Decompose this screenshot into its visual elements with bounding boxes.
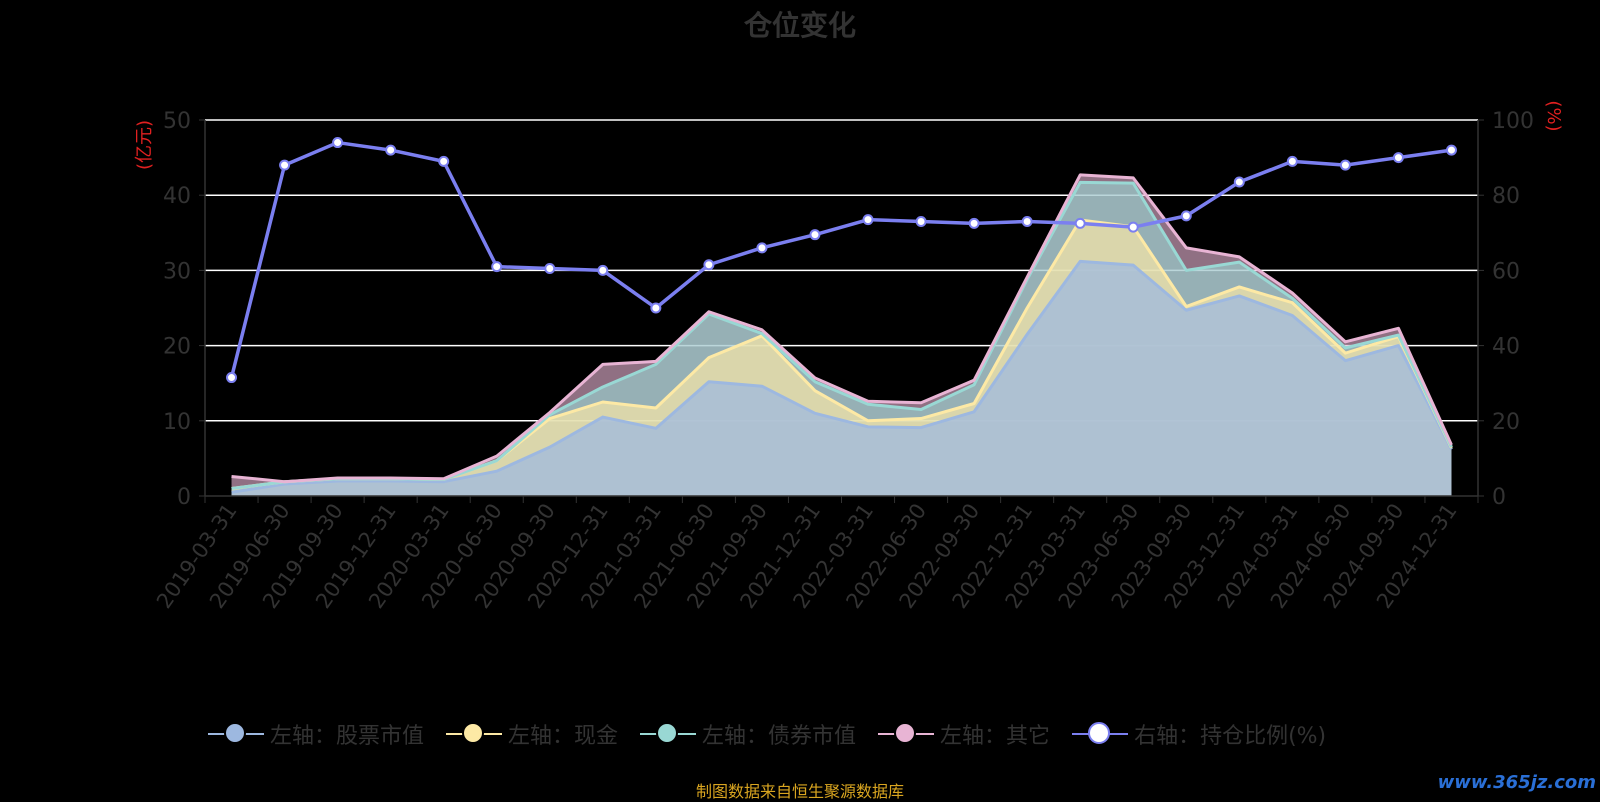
area-0 [231,261,1452,496]
left-axis-tick-label: 0 [177,485,191,510]
ratio-point [226,372,238,384]
ratio-point [385,144,397,156]
watermark: www.365jz.com [1437,772,1596,793]
chart-title: 仓位变化 [743,9,856,42]
ratio-point [1445,144,1457,156]
legend-item-other[interactable]: 左轴：其它 [878,718,1050,750]
ratio-point [968,217,980,229]
ratio-point [915,216,927,228]
left-axis-tick-label: 40 [163,184,191,209]
ratio-point [1021,216,1033,228]
right-axis-tick-label: 80 [1492,184,1520,209]
data-source-note: 制图数据来自恒生聚源数据库 [695,782,904,801]
legend-swatch-bond [640,722,697,746]
legend-swatch-stock [208,722,264,746]
legend-item-bond[interactable]: 左轴：债券市值 [640,718,856,750]
legend-swatch-other [878,722,935,746]
left-axis-tick-label: 10 [163,410,191,435]
area-line-3 [231,173,1453,484]
ratio-point [1233,176,1245,188]
ratio-point [544,263,556,275]
legend-item-stock[interactable]: 左轴：股票市值 [208,718,424,750]
ratio-point [862,214,874,226]
right-axis-tick-label: 40 [1492,335,1520,360]
left-axis-unit-label: (亿元) [134,120,155,170]
right-axis-tick-label: 20 [1492,410,1520,435]
left-axis-tick-label: 30 [163,259,191,284]
right-axis-unit-label: (%) [1543,100,1564,131]
legend: 左轴：股票市值 左轴：现金 左轴：债券市值 左轴：其它 右轴：持仓比例(%) [208,718,1326,750]
legend-swatch-ratio [1072,722,1129,746]
ratio-point [597,264,609,276]
ratio-point [1286,155,1298,167]
ratio-point [703,259,715,271]
legend-swatch-cash [446,722,503,746]
ratio-line [229,140,1452,378]
ratio-point [756,242,768,254]
ratio-point [279,159,291,171]
right-axis-tick-label: 60 [1492,259,1520,284]
right-axis-tick-label: 100 [1492,109,1534,134]
legend-label-bond: 左轴：债券市值 [702,724,857,749]
ratio-point [1180,210,1192,222]
ratio-point [1074,217,1086,229]
legend-label-ratio: 右轴：持仓比例(%) [1134,724,1327,749]
left-axis-tick-label: 20 [163,335,191,360]
legend-item-ratio[interactable]: 右轴：持仓比例(%) [1072,718,1326,750]
ratio-point [809,229,821,241]
ratio-point [650,302,662,314]
legend-label-cash: 左轴：现金 [508,724,619,749]
left-axis-tick-label: 50 [163,109,191,134]
ratio-point [332,137,344,149]
ratio-point [1339,159,1351,171]
legend-item-cash[interactable]: 左轴：现金 [446,718,618,750]
ratio-point [491,261,503,273]
ratio-point [1127,221,1139,233]
legend-label-stock: 左轴：股票市值 [270,724,425,749]
right-axis-tick-label: 0 [1492,485,1506,510]
legend-label-other: 左轴：其它 [940,724,1051,749]
ratio-point [438,155,450,167]
ratio-point [1392,152,1404,164]
area-line-0 [231,259,1453,494]
